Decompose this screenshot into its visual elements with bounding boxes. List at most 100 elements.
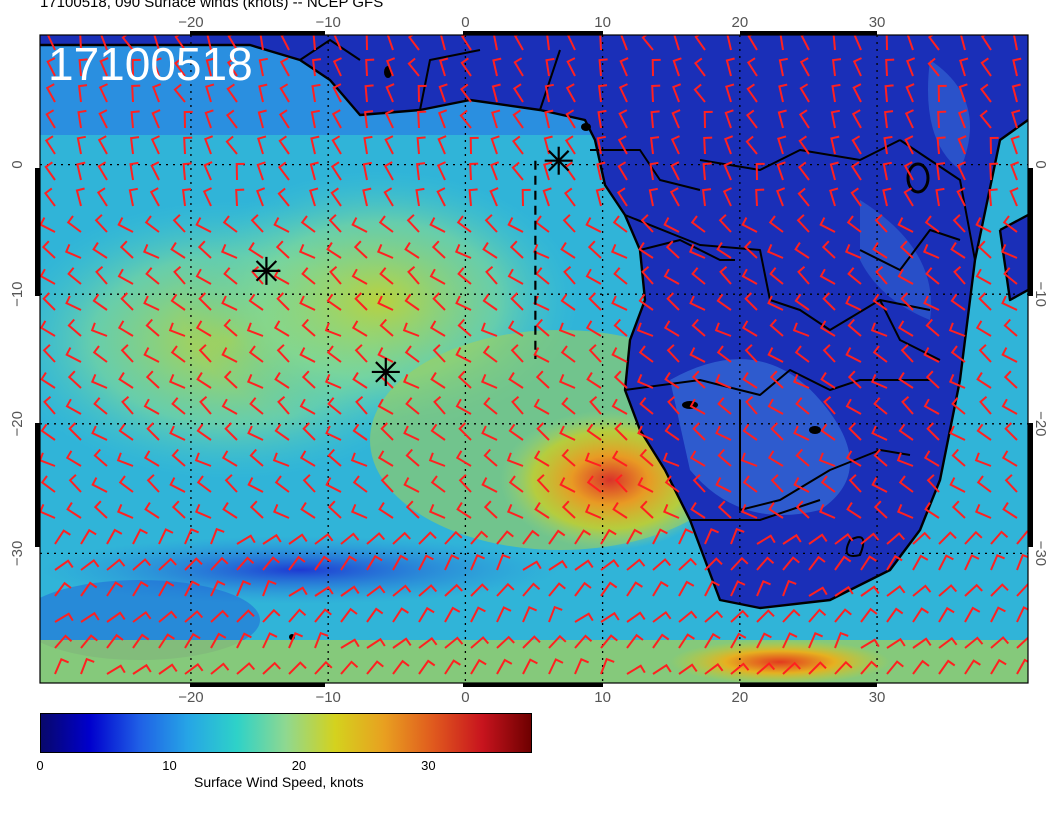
wind-barb xyxy=(850,161,862,181)
wind-barb xyxy=(937,110,947,129)
wind-barb xyxy=(613,370,628,389)
wind-barb xyxy=(509,240,524,259)
wind-barb xyxy=(249,448,264,467)
wind-barb xyxy=(730,662,750,675)
wind-barb xyxy=(257,135,267,155)
wind-barb xyxy=(767,295,784,311)
wind-barb xyxy=(924,502,940,519)
wind-barb xyxy=(158,528,174,545)
wind-barb xyxy=(544,109,554,129)
wind-barb xyxy=(564,135,576,155)
wind-barb xyxy=(626,664,646,675)
wind-barb xyxy=(277,187,290,207)
wind-barb xyxy=(639,448,654,467)
wind-barb xyxy=(257,109,267,129)
wind-barb xyxy=(278,161,290,181)
wind-barb xyxy=(169,477,186,493)
wind-barb xyxy=(277,395,290,415)
wind-barb xyxy=(485,265,498,285)
wind-barb xyxy=(912,531,931,545)
wind-barb xyxy=(67,267,82,285)
wind-barb xyxy=(444,583,463,597)
wind-barb xyxy=(171,397,186,415)
wind-barb xyxy=(118,423,134,441)
wind-barb xyxy=(636,374,654,389)
wind-barb xyxy=(600,581,618,597)
wind-barb xyxy=(912,607,929,623)
wind-barb xyxy=(405,448,420,467)
wind-barb xyxy=(936,136,946,155)
wind-barb xyxy=(938,584,958,597)
wind-barb xyxy=(454,244,472,259)
wind-barb xyxy=(574,634,593,649)
wind-barb xyxy=(690,215,706,233)
wind-barb xyxy=(280,35,290,51)
wind-barb xyxy=(670,161,680,181)
wind-barb xyxy=(852,57,862,77)
wind-barb xyxy=(457,370,472,389)
wind-barb xyxy=(325,477,342,493)
wind-barb xyxy=(769,318,784,337)
wind-barb xyxy=(379,267,394,285)
wind-barb xyxy=(903,187,914,207)
wind-barb xyxy=(730,556,749,571)
wind-barb xyxy=(377,295,394,311)
wind-barb xyxy=(584,452,602,467)
lon-tick-label-top: 10 xyxy=(594,14,611,31)
wind-barb xyxy=(782,579,797,597)
wind-barb xyxy=(496,530,514,545)
wind-barb xyxy=(652,611,672,623)
wind-barb xyxy=(43,395,56,415)
wind-barb xyxy=(873,397,888,415)
wind-barb xyxy=(596,135,606,155)
lat-tick-label-right: −30 xyxy=(1032,541,1049,566)
wind-barb xyxy=(363,110,374,129)
wind-barb xyxy=(262,632,278,649)
wind-barb xyxy=(845,347,862,363)
wind-barb xyxy=(797,265,810,285)
wind-barb xyxy=(301,318,316,337)
wind-barb xyxy=(964,659,981,675)
wind-barb xyxy=(600,559,620,571)
wind-barb xyxy=(1003,370,1018,389)
wind-barb xyxy=(42,292,56,311)
wind-barb xyxy=(428,452,446,467)
wind-barb xyxy=(258,83,268,103)
wind-barb xyxy=(404,345,420,363)
wind-barb xyxy=(701,188,712,207)
wind-barb xyxy=(150,135,160,155)
wind-barb xyxy=(585,217,602,233)
wind-barb xyxy=(798,161,810,181)
wind-barb xyxy=(210,580,226,597)
wind-barb xyxy=(460,83,472,103)
wind-barb xyxy=(492,57,502,77)
wind-barb xyxy=(132,663,152,675)
wind-barb xyxy=(935,187,945,207)
wind-barb xyxy=(574,657,589,675)
wind-barb xyxy=(574,559,594,571)
wind-barb xyxy=(912,637,932,649)
wind-barb xyxy=(819,217,836,233)
wind-barb xyxy=(429,320,446,337)
wind-barb xyxy=(952,214,966,233)
wind-barb xyxy=(678,580,695,597)
wind-barb xyxy=(221,450,238,467)
wind-barb xyxy=(1001,398,1018,415)
wind-barb xyxy=(429,268,446,285)
wind-barb xyxy=(770,422,784,441)
wind-barb xyxy=(496,553,511,571)
wind-barb xyxy=(204,109,214,129)
wind-barb xyxy=(355,395,368,415)
wind-barb xyxy=(741,217,758,233)
wind-barb xyxy=(508,372,524,389)
wind-barb xyxy=(93,397,108,415)
wind-barb xyxy=(507,217,524,233)
wind-barb xyxy=(745,395,758,415)
wind-barb xyxy=(548,529,566,545)
wind-barb xyxy=(652,558,672,571)
wind-barb xyxy=(560,293,576,311)
wind-barb xyxy=(638,345,654,363)
wind-barb xyxy=(808,608,827,623)
wind-barb xyxy=(626,528,643,545)
wind-barb xyxy=(288,586,308,597)
